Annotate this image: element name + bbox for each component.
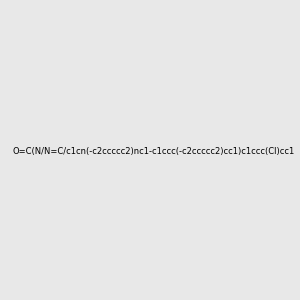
Text: O=C(N/N=C/c1cn(-c2ccccc2)nc1-c1ccc(-c2ccccc2)cc1)c1ccc(Cl)cc1: O=C(N/N=C/c1cn(-c2ccccc2)nc1-c1ccc(-c2cc…: [13, 147, 295, 156]
